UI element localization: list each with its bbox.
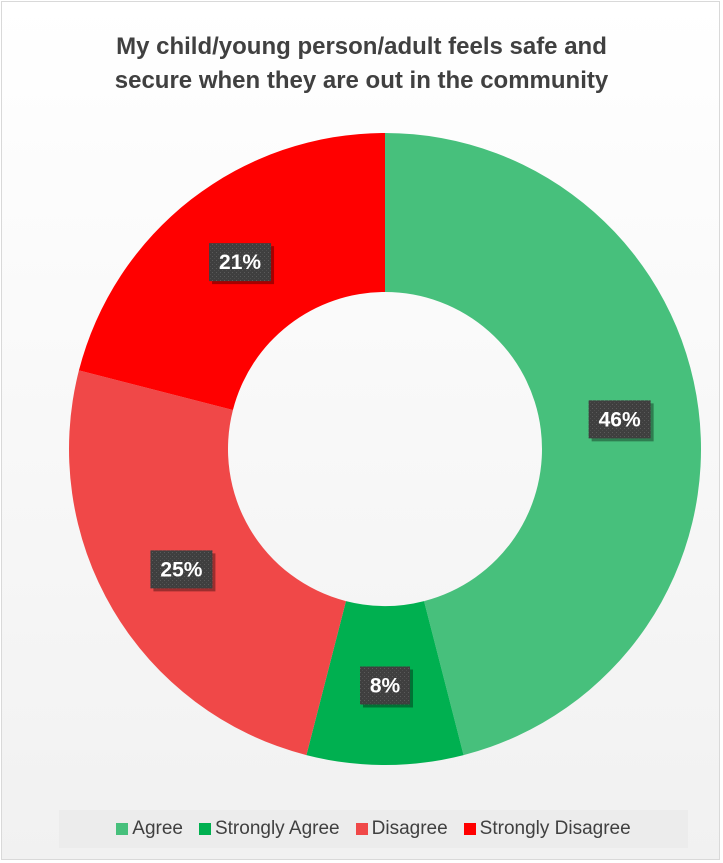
legend-swatch [116,823,129,835]
legend-item-strongly-disagree: Strongly Disagree [463,818,631,840]
legend-swatch [355,823,368,835]
legend-swatch [463,823,476,835]
chart-title-line-1: My child/young person/adult feels safe a… [116,33,607,60]
data-label-agree: 46% [588,400,654,442]
data-label-strongly-disagree: 21% [209,243,275,285]
data-label-text: 25% [160,558,202,581]
legend-label: Agree [132,818,183,839]
data-label-text: 46% [599,408,641,431]
data-label-text: 8% [370,675,401,698]
legend-label: Strongly Agree [214,818,340,839]
legend-label: Strongly Disagree [479,818,631,839]
chart-title: My child/young person/adult feels safe a… [40,30,683,98]
data-label-strongly-agree: 8% [360,666,413,708]
legend-label: Disagree [371,818,448,839]
slice-agree [385,133,701,756]
data-label-disagree: 25% [150,550,216,592]
legend-item-strongly-agree: Strongly Agree [198,818,340,840]
chart-legend: Agree Strongly Agree Disagree Strongly Disa… [59,810,688,848]
legend-item-disagree: Disagree [355,818,448,840]
data-label-text: 21% [219,251,261,274]
legend-item-agree: Agree [116,818,183,840]
chart-title-line-2: secure when they are out in the communit… [114,67,609,94]
legend-swatch [198,823,211,835]
